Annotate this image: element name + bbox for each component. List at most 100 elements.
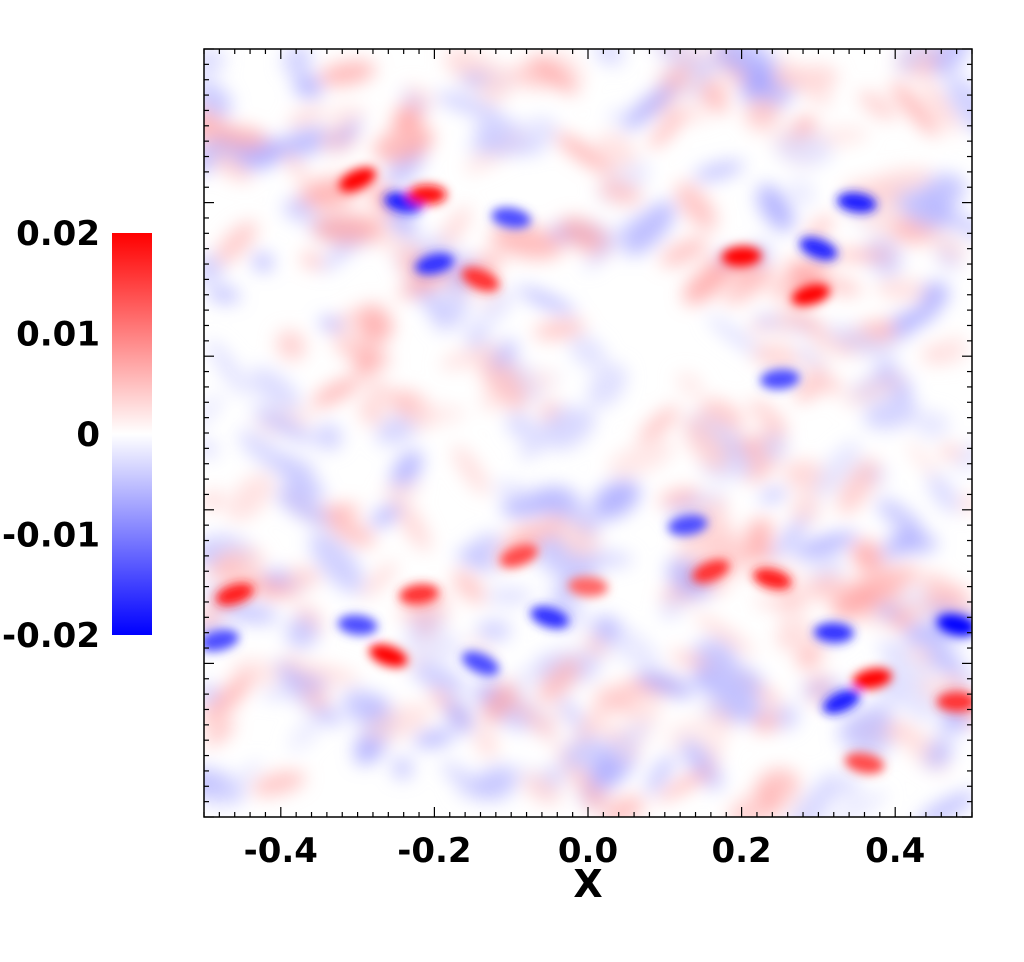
texture-blob <box>930 49 970 77</box>
texture-blob <box>522 773 562 805</box>
texture-blob <box>440 345 501 370</box>
texture-blob <box>602 796 645 817</box>
texture-blob <box>745 518 774 548</box>
texture-blob <box>440 205 471 248</box>
texture-blob <box>211 152 252 182</box>
texture-blob <box>906 441 940 480</box>
texture-blob <box>309 531 364 594</box>
texture-blob <box>681 738 723 790</box>
texture-blob <box>311 376 362 408</box>
colorbar: 0.02 0.01 0 -0.01 -0.02 <box>2 214 152 656</box>
texture-blob <box>218 602 279 624</box>
texture-blob <box>623 201 676 256</box>
texture-blob <box>773 56 833 107</box>
x-tick-label: 0.2 <box>711 831 771 871</box>
texture-blob <box>527 370 557 393</box>
texture-blob <box>831 586 878 619</box>
texture-blob <box>676 372 704 397</box>
field-feature <box>799 236 838 261</box>
texture-blob <box>217 126 268 150</box>
texture-blob <box>841 375 905 406</box>
field-feature <box>399 584 439 605</box>
texture-blob <box>558 522 599 558</box>
field-feature <box>461 267 500 292</box>
field-feature <box>936 691 972 712</box>
texture-blob <box>700 659 764 696</box>
texture-blob <box>542 706 566 730</box>
texture-blob <box>723 264 777 305</box>
texture-blob <box>594 685 628 708</box>
texture-blob <box>312 213 385 244</box>
texture-blob <box>592 479 640 520</box>
texture-blob <box>410 662 467 694</box>
texture-blob <box>490 224 564 260</box>
texture-blob <box>587 363 627 408</box>
texture-blob <box>863 397 919 430</box>
field-texture <box>204 49 972 817</box>
x-axis-label: X <box>573 862 602 906</box>
texture-blob <box>204 394 224 433</box>
texture-blob <box>285 567 321 588</box>
field-feature <box>414 253 454 275</box>
texture-blob <box>655 49 722 63</box>
texture-blob <box>559 696 585 732</box>
texture-blob <box>435 92 503 118</box>
texture-blob <box>283 198 314 221</box>
texture-blob <box>562 736 607 770</box>
texture-blob <box>607 439 675 478</box>
texture-blob <box>204 442 218 456</box>
texture-blob <box>925 738 953 769</box>
field-feature <box>936 614 972 636</box>
texture-blob <box>399 591 448 621</box>
texture-blob <box>814 440 861 499</box>
texture-blob <box>249 367 301 412</box>
texture-blob <box>283 474 326 499</box>
texture-blob <box>380 483 422 498</box>
texture-blob <box>405 405 466 425</box>
texture-blob <box>889 303 931 343</box>
texture-blob <box>285 662 360 684</box>
texture-blob <box>702 696 726 718</box>
texture-blob <box>318 317 344 331</box>
texture-blob <box>287 106 326 128</box>
texture-blob <box>431 293 470 332</box>
texture-blob <box>940 336 967 364</box>
field-feature <box>791 283 831 306</box>
texture-blob <box>273 455 317 478</box>
texture-blob <box>532 55 578 95</box>
texture-blob <box>204 491 224 509</box>
texture-blob <box>693 161 745 181</box>
field-feature <box>752 567 792 590</box>
texture-blob <box>392 757 413 779</box>
texture-blob <box>796 649 820 668</box>
texture-blob <box>275 126 334 159</box>
plot-area <box>203 48 973 818</box>
texture-blob <box>882 663 936 722</box>
texture-blob <box>251 771 306 796</box>
texture-blob <box>776 632 795 651</box>
texture-blob <box>215 221 258 265</box>
texture-blob <box>204 672 253 727</box>
texture-blob <box>683 262 732 305</box>
texture-blob <box>827 791 889 817</box>
texture-blob <box>513 666 541 692</box>
field-features <box>204 167 972 774</box>
texture-blob <box>675 182 717 231</box>
field-feature <box>822 689 861 715</box>
x-tick-labels: -0.4 -0.2 0.0 0.2 0.4 <box>244 831 926 871</box>
texture-blob <box>753 597 812 610</box>
texture-blob <box>921 281 949 309</box>
texture-blob <box>480 392 498 413</box>
field-feature <box>499 544 539 568</box>
texture-blob <box>328 107 368 120</box>
texture-blob <box>896 49 931 74</box>
texture-blob <box>876 605 900 619</box>
texture-blob <box>452 444 490 495</box>
texture-blob <box>208 550 242 582</box>
texture-blob <box>401 629 465 663</box>
texture-blob <box>232 579 300 597</box>
x-tick-label: -0.2 <box>397 831 471 871</box>
texture-blob <box>274 662 325 690</box>
texture-blob <box>397 265 465 298</box>
texture-blob <box>930 231 967 263</box>
